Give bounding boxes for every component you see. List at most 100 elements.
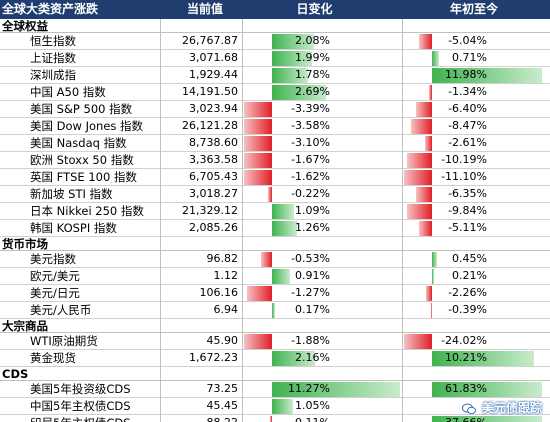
ytd-change-value: -1.34%	[448, 85, 487, 98]
day-change-value: -1.27%	[291, 286, 330, 299]
ytd-change-value: -2.26%	[448, 286, 487, 299]
current-value: 6.94	[213, 303, 239, 316]
current-value: 26,121.28	[182, 119, 238, 132]
ytd-change-bar	[432, 51, 440, 66]
asset-name: 欧洲 Stoxx 50 指数	[30, 153, 134, 167]
day-change-bar	[267, 187, 272, 202]
table-row: 欧洲 Stoxx 50 指数 3,363.58 -1.67% -10.19%	[0, 152, 550, 169]
day-change-value: 0.91%	[295, 269, 330, 282]
ytd-change-value: -5.11%	[448, 221, 487, 234]
asset-name: 深圳成指	[30, 68, 76, 82]
day-change-bar	[244, 334, 272, 349]
day-change-value: -1.67%	[291, 153, 330, 166]
table-row: 黄金现货 1,672.23 2.16% 10.21%	[0, 350, 550, 367]
day-change-bar	[244, 153, 272, 168]
asset-name: 美国 S&P 500 指数	[30, 102, 133, 116]
ytd-change-value: 37.66%	[430, 415, 487, 422]
asset-name: 中国5年主权债CDS	[30, 399, 131, 413]
asset-name: 美国 Nasdaq 指数	[30, 136, 127, 150]
current-value: 96.82	[206, 252, 239, 265]
ytd-change-bar	[432, 351, 535, 366]
column-divider	[402, 19, 403, 422]
table-row: 美国 S&P 500 指数 3,023.94 -3.39% -6.40%	[0, 101, 550, 118]
asset-name: 美元/日元	[30, 286, 80, 300]
asset-name: 美元指数	[30, 252, 76, 266]
current-value: 45.90	[206, 334, 239, 347]
current-value: 1,672.23	[189, 351, 238, 364]
day-change-bar	[272, 382, 400, 397]
ytd-change-bar	[432, 269, 435, 284]
day-change-bar	[272, 303, 276, 318]
ytd-change-value: -6.35%	[448, 187, 487, 200]
section-header: 全球权益	[0, 19, 550, 33]
day-change-value: -3.10%	[291, 136, 330, 149]
ytd-change-value: -24.02%	[441, 334, 487, 347]
current-value: 3,071.68	[189, 51, 238, 64]
column-divider	[242, 19, 243, 422]
asset-name: 恒生指数	[30, 34, 76, 48]
ytd-change-bar	[426, 286, 432, 301]
table-row: 美国5年投资级CDS 73.25 11.27% 61.83%	[0, 381, 550, 398]
current-value: 3,363.58	[189, 153, 238, 166]
current-value: 1,929.44	[189, 68, 238, 81]
table-row: 新加坡 STI 指数 3,018.27 -0.22% -6.35%	[0, 186, 550, 203]
current-value: 14,191.50	[182, 85, 238, 98]
current-value: 73.25	[206, 382, 239, 395]
ytd-change-bar	[432, 68, 542, 83]
day-change-bar	[246, 286, 272, 301]
current-value: 8,738.60	[189, 136, 238, 149]
ytd-change-value: -10.19%	[441, 153, 487, 166]
day-change-bar	[272, 204, 294, 219]
column-header-value: 当前值	[186, 2, 223, 16]
day-change-value: 1.78%	[295, 68, 330, 81]
day-change-value: 1.05%	[295, 399, 330, 412]
asset-name: 新加坡 STI 指数	[30, 187, 113, 201]
table-header: 全球大类资产涨跌 当前值 日变化 年初至今	[0, 0, 550, 19]
ytd-change-value: -9.84%	[448, 204, 487, 217]
current-value: 88.22	[160, 415, 239, 422]
day-change-value: 11.27%	[288, 382, 330, 395]
day-change-bar	[244, 119, 272, 134]
table-row: 美元/日元 106.16 -1.27% -2.26%	[0, 285, 550, 302]
section-header: CDS	[0, 367, 550, 381]
day-change-value: 1.99%	[295, 51, 330, 64]
section-header: 大宗商品	[0, 319, 550, 333]
asset-name: 欧元/美元	[30, 269, 80, 283]
column-header-ytd: 年初至今	[449, 2, 498, 16]
ytd-change-value: 10.21%	[445, 351, 487, 364]
ytd-change-bar	[432, 416, 542, 422]
ytd-change-bar	[410, 119, 432, 134]
table-row: 英国 FTSE 100 指数 6,705.43 -1.62% -11.10%	[0, 169, 550, 186]
day-change-bar	[272, 221, 298, 236]
table-row: 中国 A50 指数 14,191.50 2.69% -1.34%	[0, 84, 550, 101]
current-value: 45.45	[206, 399, 239, 412]
day-change-value: 1.09%	[295, 204, 330, 217]
ytd-change-bar	[425, 136, 432, 151]
table-row: 美元/人民币 6.94 0.17% -0.39%	[0, 302, 550, 319]
table-row: WTI原油期货 45.90 -1.88% -24.02%	[0, 333, 550, 350]
asset-name: WTI原油期货	[30, 334, 98, 348]
day-change-value: 2.16%	[295, 351, 330, 364]
table-row: 深圳成指 1,929.44 1.78% 11.98%	[0, 67, 550, 84]
table-row: 欧元/美元 1.12 0.91% 0.21%	[0, 268, 550, 285]
current-value: 6,705.43	[189, 170, 238, 183]
current-value: 21,329.12	[182, 204, 238, 217]
asset-name: 上证指数	[30, 51, 76, 65]
ytd-change-bar	[432, 382, 542, 397]
day-change-value: -1.62%	[291, 170, 330, 183]
day-change-value: -0.53%	[291, 252, 330, 265]
current-value: 1.12	[213, 269, 239, 282]
day-change-bar	[272, 269, 291, 284]
table-title: 全球大类资产涨跌	[2, 2, 99, 16]
asset-name: 印尼5年主权债CDS	[30, 415, 131, 422]
table-row: 美元指数 96.82 -0.53% 0.45%	[0, 251, 550, 268]
ytd-change-value: 0.21%	[452, 269, 487, 282]
ytd-change-bar	[431, 303, 432, 318]
table-row: 美国 Nasdaq 指数 8,738.60 -3.10% -2.61%	[0, 135, 550, 152]
column-divider	[160, 19, 161, 422]
watermark-text: 美元债跟踪	[481, 401, 542, 415]
ytd-change-value: 0.45%	[452, 252, 487, 265]
day-change-value: 1.26%	[295, 221, 330, 234]
ytd-change-value: -6.40%	[448, 102, 487, 115]
